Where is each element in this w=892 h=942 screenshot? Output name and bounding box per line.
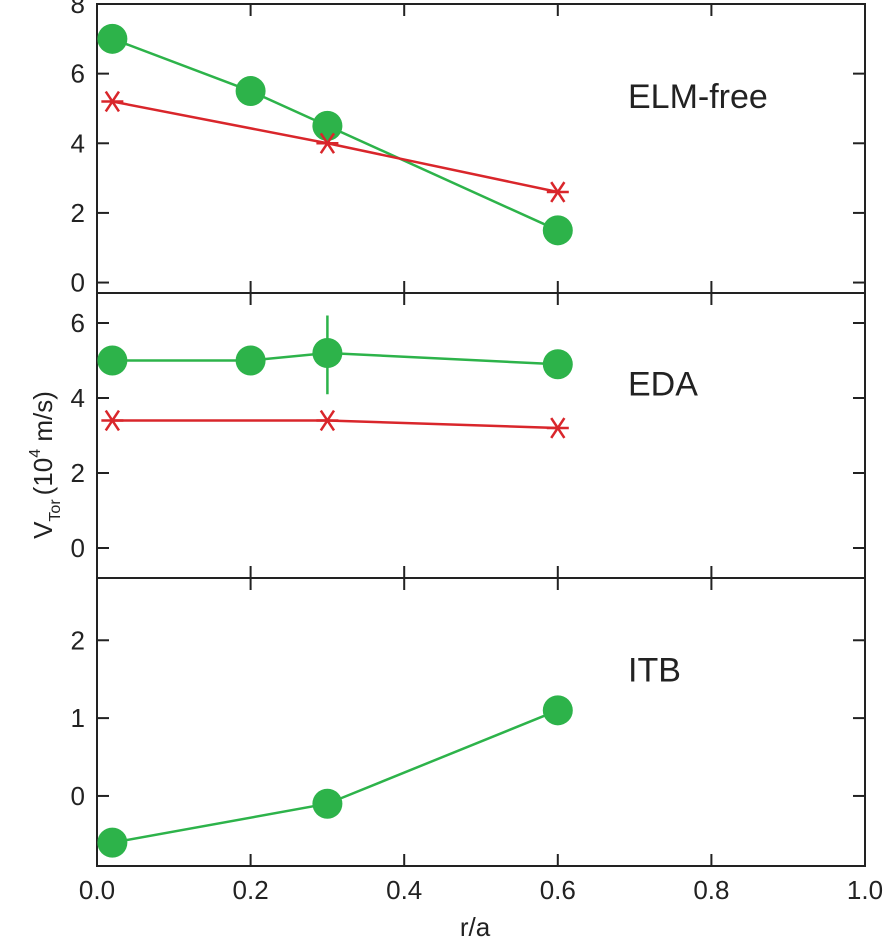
data-point-circle xyxy=(235,345,266,376)
panel-itb: 0 1 2 ITB xyxy=(71,577,866,867)
y-axis-title: VTor (104 m/s) xyxy=(27,391,64,539)
data-point-circle xyxy=(542,695,573,726)
data-point-circle xyxy=(542,349,573,380)
panel-label: ELM-free xyxy=(628,78,768,116)
y-tick-label: 2 xyxy=(71,625,85,655)
data-point-circle xyxy=(235,76,266,107)
series-circle xyxy=(97,23,573,246)
star-stroke xyxy=(104,409,121,432)
x-tick-label: 0.0 xyxy=(79,875,115,905)
y-axis-title-unit-exponent: 4 xyxy=(27,449,44,458)
data-point-circle xyxy=(312,338,343,368)
data-point-circle xyxy=(97,345,128,376)
y-tick-label: 0 xyxy=(71,268,85,298)
series-circle xyxy=(97,315,573,395)
y-tick-label: 4 xyxy=(71,128,85,158)
series-line xyxy=(111,37,559,232)
panel-frame xyxy=(96,3,866,294)
y-tick-label: 8 xyxy=(71,0,85,19)
y-tick-label: 6 xyxy=(71,308,85,338)
y-tick-label: 4 xyxy=(71,383,85,413)
series-star xyxy=(101,409,569,439)
data-point-star xyxy=(316,132,339,154)
series-star xyxy=(101,90,569,203)
data-point-star xyxy=(546,181,569,203)
y-axis-title-subscript: Tor xyxy=(47,499,64,522)
panel-frame xyxy=(96,292,866,579)
panel-elm-free: 0 2 4 6 8 ELM-free xyxy=(71,0,866,298)
star-stroke xyxy=(550,181,566,203)
y-tick-label: 6 xyxy=(71,59,85,89)
x-tick-label: 0.4 xyxy=(386,875,422,905)
y-tick-label: 0 xyxy=(71,533,85,563)
star-stroke xyxy=(550,417,566,439)
plot-layer: 0 2 4 6 8 ELM-free 0 2 4 6 EDA 0 1 2 ITB 0.0 0.2 0.4 0.6 0.… xyxy=(71,0,884,905)
data-point-circle xyxy=(97,827,128,858)
y-axis-title-unit-open: (10 xyxy=(28,458,58,496)
y-axis-title-symbol: V xyxy=(28,521,58,539)
panel-eda: 0 2 4 6 EDA xyxy=(71,292,866,579)
data-point-star xyxy=(101,409,124,432)
y-tick-label: 2 xyxy=(71,458,85,488)
star-stroke xyxy=(104,90,121,113)
data-point-star xyxy=(316,409,339,432)
x-tick-label: 0.6 xyxy=(540,875,576,905)
y-tick-label: 1 xyxy=(71,703,85,733)
series-circle xyxy=(97,695,573,858)
x-axis-title: r/a xyxy=(460,912,491,942)
star-stroke xyxy=(319,132,336,154)
svg-text:VTor(104 m/s): VTor (104 m/s) xyxy=(27,391,64,539)
panel-label: EDA xyxy=(628,366,698,404)
x-tick-label: 1.0 xyxy=(847,875,883,905)
panel-frame xyxy=(96,577,866,867)
y-tick-label: 0 xyxy=(71,781,85,811)
panel-label: ITB xyxy=(628,652,681,690)
x-tick-label: 0.8 xyxy=(693,875,729,905)
data-point-circle xyxy=(312,110,343,141)
x-tick-label: 0.2 xyxy=(233,875,269,905)
y-tick-label: 2 xyxy=(71,198,85,228)
data-point-circle xyxy=(97,23,128,54)
data-point-star xyxy=(546,417,569,439)
data-point-star xyxy=(101,90,124,113)
star-stroke xyxy=(319,409,336,432)
series-line xyxy=(112,351,558,366)
series-line xyxy=(112,709,559,844)
data-point-circle xyxy=(312,788,343,819)
y-axis-title-unit-close: m/s) xyxy=(28,391,58,449)
data-point-circle xyxy=(542,215,573,246)
